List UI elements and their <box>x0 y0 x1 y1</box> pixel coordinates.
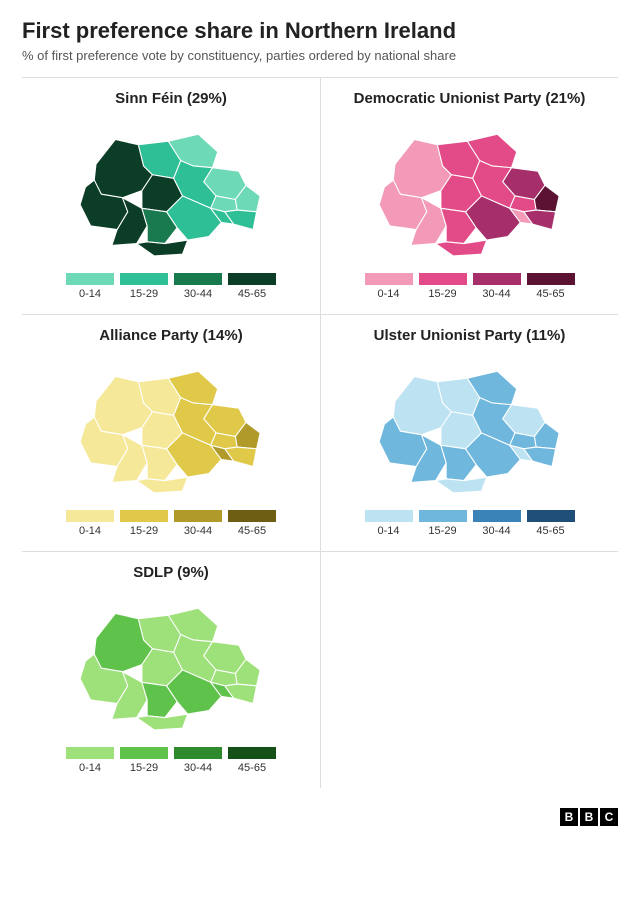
legend-swatch <box>527 273 575 285</box>
chart-subtitle: % of first preference vote by constituen… <box>22 48 618 63</box>
legend-swatch <box>419 510 467 522</box>
choropleth-map <box>51 587 291 737</box>
legend-item: 0-14 <box>65 510 115 537</box>
legend-swatch <box>66 747 114 759</box>
legend-range: 30-44 <box>184 762 212 774</box>
legend-swatch <box>66 273 114 285</box>
legend: 0-14 15-29 30-44 45-65 <box>335 510 604 537</box>
legend-range: 45-65 <box>536 525 564 537</box>
legend-swatch <box>527 510 575 522</box>
party-title: Ulster Unionist Party (11%) <box>335 327 604 344</box>
choropleth-map <box>350 113 590 263</box>
legend-range: 15-29 <box>130 762 158 774</box>
legend-item: 15-29 <box>119 273 169 300</box>
legend-swatch <box>174 510 222 522</box>
legend-item: 30-44 <box>173 273 223 300</box>
legend-swatch <box>419 273 467 285</box>
legend-swatch <box>174 273 222 285</box>
chart-title: First preference share in Northern Irela… <box>22 18 618 44</box>
legend-range: 0-14 <box>377 525 399 537</box>
legend-item: 15-29 <box>418 510 468 537</box>
legend-swatch <box>120 747 168 759</box>
party-title: Democratic Unionist Party (21%) <box>335 90 604 107</box>
legend-item: 45-65 <box>526 510 576 537</box>
legend-item: 0-14 <box>65 747 115 774</box>
legend-item: 45-65 <box>227 747 277 774</box>
legend-swatch <box>66 510 114 522</box>
legend-range: 0-14 <box>377 288 399 300</box>
legend-range: 15-29 <box>428 288 456 300</box>
legend-range: 0-14 <box>79 525 101 537</box>
legend-item: 0-14 <box>364 510 414 537</box>
choropleth-map <box>51 113 291 263</box>
legend-range: 15-29 <box>130 525 158 537</box>
party-cell: Ulster Unionist Party (11%) 0-14 15-29 30-4… <box>320 314 618 551</box>
legend-range: 0-14 <box>79 762 101 774</box>
legend-swatch <box>120 510 168 522</box>
party-cell: Democratic Unionist Party (21%) 0-14 15-29… <box>320 77 618 314</box>
legend-swatch <box>365 510 413 522</box>
legend-swatch <box>228 273 276 285</box>
legend-item: 30-44 <box>173 510 223 537</box>
choropleth-map <box>51 350 291 500</box>
legend-swatch <box>174 747 222 759</box>
logo-block: C <box>600 808 618 826</box>
legend-item: 30-44 <box>472 273 522 300</box>
legend: 0-14 15-29 30-44 45-65 <box>335 273 604 300</box>
legend-range: 30-44 <box>184 525 212 537</box>
legend-range: 30-44 <box>184 288 212 300</box>
choropleth-map <box>350 350 590 500</box>
legend-range: 45-65 <box>238 762 266 774</box>
legend-item: 15-29 <box>119 510 169 537</box>
small-multiples-grid: Sinn Féin (29%)0-1415-2930-4445-65Democr… <box>22 77 618 788</box>
legend-swatch <box>120 273 168 285</box>
legend-range: 30-44 <box>482 525 510 537</box>
legend-range: 45-65 <box>238 525 266 537</box>
legend-item: 15-29 <box>418 273 468 300</box>
legend-range: 0-14 <box>79 288 101 300</box>
legend-item: 30-44 <box>472 510 522 537</box>
legend-swatch <box>228 510 276 522</box>
party-cell <box>320 551 618 788</box>
legend: 0-14 15-29 30-44 45-65 <box>36 273 306 300</box>
legend-swatch <box>365 273 413 285</box>
legend-item: 15-29 <box>119 747 169 774</box>
legend: 0-14 15-29 30-44 45-65 <box>36 510 306 537</box>
legend-swatch <box>473 273 521 285</box>
party-cell: Alliance Party (14%) 0-14 15-29 30-44 45-65 <box>22 314 320 551</box>
legend-item: 45-65 <box>227 510 277 537</box>
legend-swatch <box>228 747 276 759</box>
party-cell: SDLP (9%) 0-14 15-29 30-44 45-65 <box>22 551 320 788</box>
legend-range: 15-29 <box>130 288 158 300</box>
legend-range: 45-65 <box>536 288 564 300</box>
party-cell: Sinn Féin (29%) 0-14 15-29 30-44 45-65 <box>22 77 320 314</box>
footer-logo: BBC <box>22 808 618 826</box>
legend-swatch <box>473 510 521 522</box>
logo-block: B <box>580 808 598 826</box>
party-title: Alliance Party (14%) <box>36 327 306 344</box>
legend: 0-14 15-29 30-44 45-65 <box>36 747 306 774</box>
party-title: SDLP (9%) <box>36 564 306 581</box>
legend-item: 0-14 <box>65 273 115 300</box>
legend-range: 15-29 <box>428 525 456 537</box>
legend-item: 45-65 <box>227 273 277 300</box>
legend-range: 45-65 <box>238 288 266 300</box>
logo-block: B <box>560 808 578 826</box>
legend-item: 30-44 <box>173 747 223 774</box>
legend-item: 45-65 <box>526 273 576 300</box>
party-title: Sinn Féin (29%) <box>36 90 306 107</box>
legend-item: 0-14 <box>364 273 414 300</box>
legend-range: 30-44 <box>482 288 510 300</box>
